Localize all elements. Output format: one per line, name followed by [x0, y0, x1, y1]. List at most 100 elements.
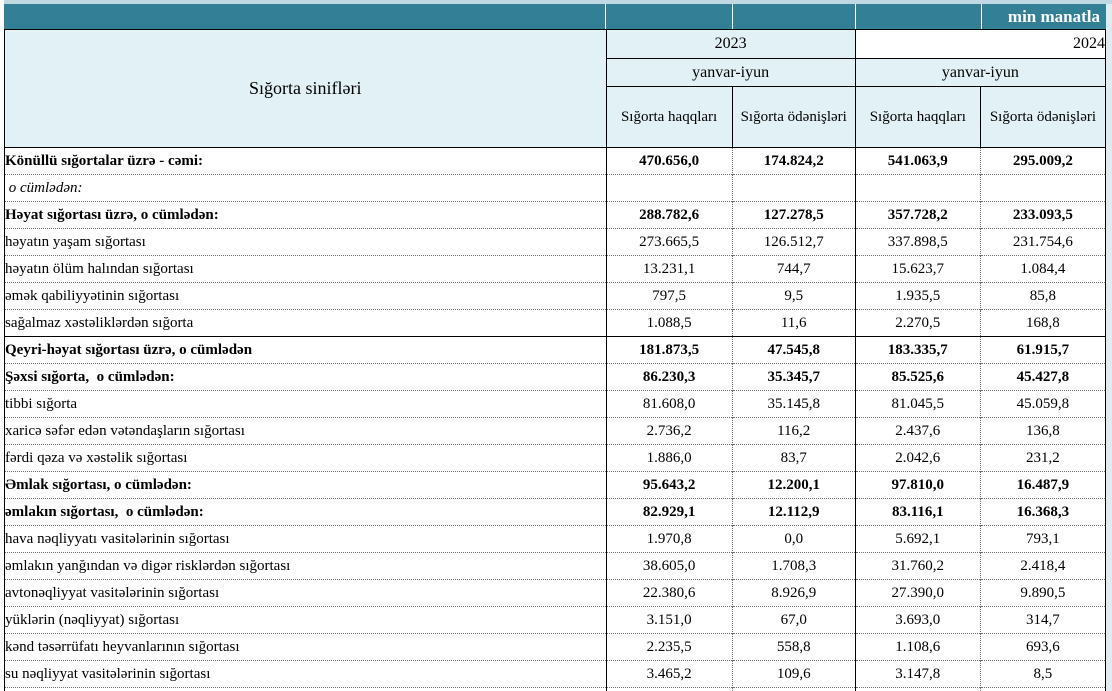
table-row: həyatın yaşam sığortası 273.665,5 126.512,…: [4, 228, 1107, 256]
value-cell: 27.390,0: [855, 579, 981, 607]
value-cell: 45.059,8: [980, 390, 1107, 418]
value-cell: 109,6: [732, 660, 856, 688]
row-label: Əmlak sığortası, o cümlədən:: [4, 471, 607, 499]
value-cell: 8,5: [980, 660, 1107, 688]
period-2023-header: yanvar-iyun: [605, 58, 856, 87]
table-row: əmək qabiliyyətinin sığortası 797,5 9,5 1.9…: [4, 282, 1107, 310]
value-cell: 1.708,3: [732, 552, 856, 580]
value-cell: [980, 174, 1107, 202]
value-cell: 45.427,8: [980, 363, 1107, 391]
band-segment: [4, 4, 605, 29]
value-cell: 0,0: [732, 525, 856, 553]
value-cell: 11,6: [732, 309, 856, 337]
value-cell: 127.278,5: [732, 201, 856, 229]
value-cell: 231.754,6: [980, 228, 1107, 256]
row-label: əmlakın sığortası, o cümlədən:: [4, 498, 607, 526]
row-label: tibbi sığorta: [4, 390, 607, 418]
value-cell: 357.728,2: [855, 201, 981, 229]
partial-row: [4, 687, 1107, 691]
table-row: xaricə səfər edən vətəndaşların sığortas…: [4, 417, 1107, 445]
value-cell: 38.605,0: [606, 552, 733, 580]
value-cell: 288.782,6: [606, 201, 733, 229]
row-label: fərdi qəza və xəstəlik sığortası: [4, 444, 607, 472]
value-cell: 116,2: [732, 417, 856, 445]
year-2024-header: 2024: [854, 29, 1107, 59]
table-row: tibbi sığorta 81.608,0 35.145,8 81.045,5 45.…: [4, 390, 1107, 418]
value-cell: 231,2: [980, 444, 1107, 472]
value-cell: 1.886,0: [606, 444, 733, 472]
row-label: hava nəqliyyatı vasitələrinin sığortası: [4, 525, 607, 553]
band-segment: [856, 4, 981, 29]
value-cell: 797,5: [606, 282, 733, 310]
value-cell: 233.093,5: [980, 201, 1107, 229]
row-label: yüklərin (nəqliyyat) sığortası: [4, 606, 607, 634]
row-label: həyatın ölüm halından sığortası: [4, 255, 607, 283]
band-segment: [733, 4, 855, 29]
table-row: əmlakın sığortası, o cümlədən: 82.929,1 12…: [4, 498, 1107, 526]
value-cell: 2.437,6: [855, 417, 981, 445]
label-column-header: Sığorta sinifləri: [4, 29, 607, 148]
row-label: əmək qabiliyyətinin sığortası: [4, 282, 607, 310]
row-label: o cümlədən:: [4, 174, 607, 202]
value-cell: 1.084,4: [980, 255, 1107, 283]
value-cell: 47.545,8: [732, 336, 856, 364]
table-row: o cümlədən:: [4, 174, 1107, 202]
empty-cell: [606, 687, 733, 691]
table-row: hava nəqliyyatı vasitələrinin sığortası 1…: [4, 525, 1107, 553]
table-row: kənd təsərrüfatı heyvanlarının sığortası…: [4, 633, 1107, 661]
value-cell: 136,8: [980, 417, 1107, 445]
column-header-premiums-2023: Sığorta haqqları: [605, 86, 733, 148]
row-label: Könüllü sığortalar üzrə - cəmi:: [4, 147, 607, 175]
value-cell: 558,8: [732, 633, 856, 661]
row-label: kənd təsərrüfatı heyvanlarının sığortası: [4, 633, 607, 661]
value-cell: 314,7: [980, 606, 1107, 634]
value-cell: 470.656,0: [606, 147, 733, 175]
value-cell: 81.608,0: [606, 390, 733, 418]
row-label: sağalmaz xəstəliklərdən sığorta: [4, 309, 607, 337]
empty-cell: [4, 687, 607, 691]
value-cell: 744,7: [732, 255, 856, 283]
row-label: əmlakın yanğından və digər risklərdən sı…: [4, 552, 607, 580]
value-cell: 85,8: [980, 282, 1107, 310]
value-cell: 1.970,8: [606, 525, 733, 553]
value-cell: 95.643,2: [606, 471, 733, 499]
value-cell: [732, 174, 856, 202]
value-cell: 5.692,1: [855, 525, 981, 553]
value-cell: 81.045,5: [855, 390, 981, 418]
table-row: sağalmaz xəstəliklərdən sığorta 1.088,5 11…: [4, 309, 1107, 337]
value-cell: 2.042,6: [855, 444, 981, 472]
value-cell: 337.898,5: [855, 228, 981, 256]
period-2024-header: yanvar-iyun: [854, 58, 1107, 87]
insurance-table: Sığorta sinifləri 2023 2024 yanvar-iyun …: [4, 29, 1107, 691]
table-row: su nəqliyyat vasitələrinin sığortası 3.46…: [4, 660, 1107, 688]
value-cell: 1.088,5: [606, 309, 733, 337]
value-cell: [855, 174, 981, 202]
value-cell: 85.525,6: [855, 363, 981, 391]
value-cell: 83.116,1: [855, 498, 981, 526]
value-cell: 1.935,5: [855, 282, 981, 310]
value-cell: 793,1: [980, 525, 1107, 553]
value-cell: 83,7: [732, 444, 856, 472]
band-segment: [606, 4, 732, 29]
value-cell: 31.760,2: [855, 552, 981, 580]
value-cell: 12.112,9: [732, 498, 856, 526]
row-label: xaricə səfər edən vətəndaşların sığortas…: [4, 417, 607, 445]
value-cell: 61.915,7: [980, 336, 1107, 364]
value-cell: 9,5: [732, 282, 856, 310]
column-header-payments-2023: Sığorta ödənişləri: [731, 86, 856, 148]
value-cell: 35.345,7: [732, 363, 856, 391]
value-cell: 35.145,8: [732, 390, 856, 418]
row-label: su nəqliyyat vasitələrinin sığortası: [4, 660, 607, 688]
column-header-payments-2024: Sığorta ödənişləri: [979, 86, 1107, 148]
value-cell: 8.926,9: [732, 579, 856, 607]
table-row: Həyat sığortası üzrə, o cümlədən: 288.782…: [4, 201, 1107, 229]
table-row: Qeyri-həyat sığortası üzrə, o cümlədən 18…: [4, 336, 1107, 364]
value-cell: 2.418,4: [980, 552, 1107, 580]
row-label: Həyat sığortası üzrə, o cümlədən:: [4, 201, 607, 229]
value-cell: 15.623,7: [855, 255, 981, 283]
table-row: Könüllü sığortalar üzrə - cəmi: 470.656,0…: [4, 147, 1107, 175]
value-cell: 22.380,6: [606, 579, 733, 607]
value-cell: [606, 174, 733, 202]
unit-label: min manatla: [982, 4, 1106, 29]
value-cell: 3.147,8: [855, 660, 981, 688]
